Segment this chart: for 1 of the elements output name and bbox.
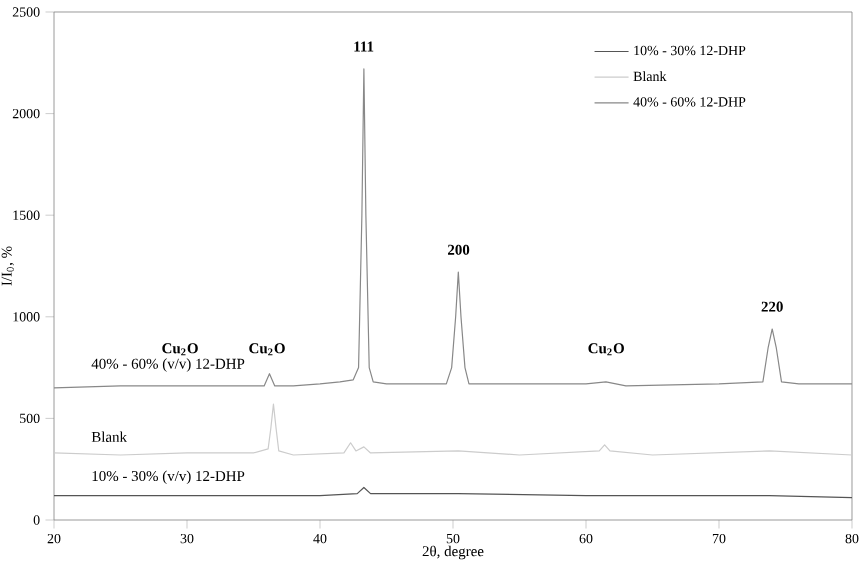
line-series [54, 403, 852, 456]
